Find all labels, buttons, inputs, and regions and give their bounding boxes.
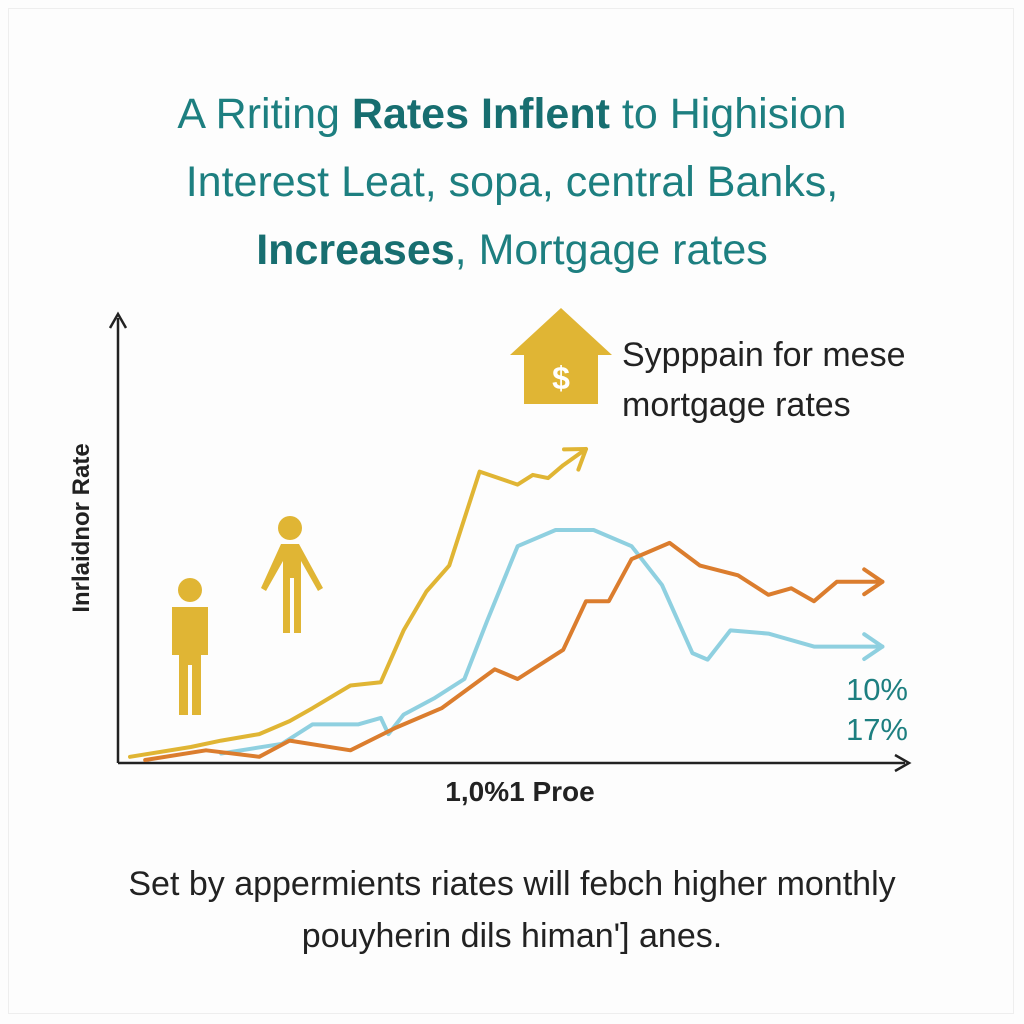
person-icon-tall <box>261 516 323 633</box>
title-line-3-end: , Mortgage rates <box>454 226 768 274</box>
title-line-1: A Rriting Rates Inflent to Highision <box>40 80 984 148</box>
x-axis-label: 1,0%1 Proe <box>445 776 595 807</box>
house-dollar-symbol: $ <box>552 360 570 396</box>
title-line-1-start: A Rriting <box>177 90 352 138</box>
y-axis-arrow <box>108 311 128 329</box>
y-axis-label: Inrlaidnor Rate <box>68 443 95 613</box>
title-line-1-end: to Highision <box>609 90 847 138</box>
series-line-2 <box>219 528 885 756</box>
chart-title: A Rriting Rates Inflent to Highision Int… <box>40 80 984 284</box>
page-frame <box>8 8 1014 1014</box>
rate-labels: 10% 17% <box>778 670 908 750</box>
house-dollar-icon: $ <box>510 308 612 404</box>
caption-line-1: Set by appermients riates will febch hig… <box>128 865 896 903</box>
series-layer <box>128 447 885 762</box>
caption: Set by appermients riates will febch hig… <box>40 858 984 962</box>
series-arrowhead-2 <box>862 632 885 661</box>
series-line-1 <box>128 447 588 759</box>
caption-line-2: pouyherin dils himan'] anes. <box>301 917 723 955</box>
x-axis-arrow <box>894 753 912 773</box>
series-arrowhead-3 <box>862 567 885 597</box>
mortgage-callout: Sypppain for mese mortgage rates <box>622 330 952 430</box>
person-icon-small <box>172 578 208 715</box>
title-line-1-bold: Rates Inflent <box>351 90 610 138</box>
callout-line-2: mortgage rates <box>622 386 851 424</box>
callout-line-1: Sypppain for mese <box>622 336 906 374</box>
title-line-2: Interest Leat, sopa, central Banks, <box>185 158 839 206</box>
title-line-3: Increases, Mortgage rates <box>40 216 984 284</box>
rate-label-second: 17% <box>845 712 908 747</box>
series-line-3 <box>143 540 885 762</box>
series-arrowhead-1 <box>562 447 588 472</box>
rate-label-first: 10% <box>845 672 908 707</box>
title-line-3-bold: Increases <box>256 226 455 274</box>
